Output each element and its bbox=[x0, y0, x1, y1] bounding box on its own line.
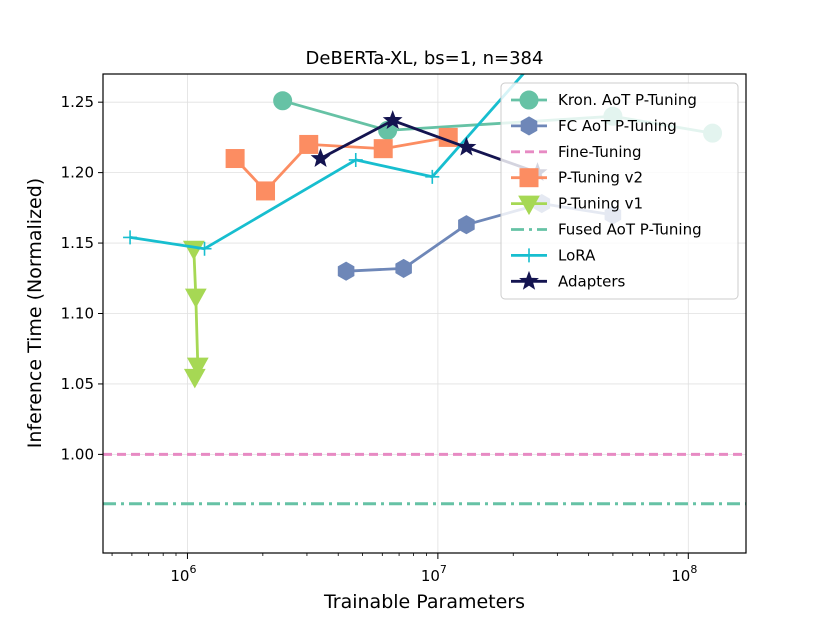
x-axis-label: Trainable Parameters bbox=[323, 591, 525, 613]
legend-entry-fused-aot-p-tuning: Fused AoT P-Tuning bbox=[511, 221, 702, 239]
p-tuning-v2-point bbox=[225, 149, 245, 169]
legend-entry-adapters: Adapters bbox=[511, 270, 626, 290]
adapters-point bbox=[382, 110, 403, 129]
x-tick-label: 107 bbox=[421, 563, 447, 585]
adapters-point bbox=[456, 136, 477, 156]
legend-entry-lora: LoRA bbox=[511, 246, 596, 264]
legend-label: FC AoT P-Tuning bbox=[558, 117, 677, 135]
legend-label: Fine-Tuning bbox=[558, 143, 642, 161]
y-tick-label: 1.10 bbox=[61, 305, 94, 323]
lora-point bbox=[123, 230, 138, 245]
p-tuning-v2-point bbox=[256, 181, 276, 201]
fc-aot-p-tuning-point bbox=[395, 258, 412, 278]
kron-aot-p-tuning-point bbox=[273, 91, 293, 111]
y-tick-label: 1.25 bbox=[61, 93, 94, 111]
legend-label: LoRA bbox=[558, 246, 596, 264]
x-tick-label: 108 bbox=[671, 563, 697, 585]
legend: Kron. AoT P-Tuning FC AoT P-Tuning Fine-Tu… bbox=[500, 82, 739, 300]
legend-marker bbox=[519, 90, 539, 110]
y-tick-label: 1.05 bbox=[61, 375, 94, 393]
y-tick-label: 1.20 bbox=[61, 164, 94, 182]
lora-point bbox=[425, 169, 440, 184]
legend-marker bbox=[520, 116, 538, 136]
lora-point bbox=[348, 152, 363, 167]
p-tuning-v1-point bbox=[186, 357, 209, 378]
legend-marker bbox=[518, 195, 540, 216]
y-tick-label: 1.00 bbox=[61, 445, 94, 463]
legend-entry-p-tuning-v1: P-Tuning v1 bbox=[511, 195, 643, 216]
legend-label: P-Tuning v1 bbox=[558, 195, 643, 213]
legend-entry-fine-tuning: Fine-Tuning bbox=[511, 143, 642, 161]
fc-aot-p-tuning-point bbox=[458, 215, 475, 235]
axis-ticks: 1.00 1.05 1.10 1.15 1.20 1.25 106 107 108 bbox=[61, 93, 698, 585]
legend-marker bbox=[519, 168, 539, 188]
legend-label: Kron. AoT P-Tuning bbox=[558, 91, 697, 109]
p-tuning-v1-point bbox=[183, 368, 206, 389]
legend-entry-p-tuning-v2: P-Tuning v2 bbox=[511, 168, 643, 188]
legend-entry-fc-aot-p-tuning: FC AoT P-Tuning bbox=[511, 116, 677, 136]
fc-aot-p-tuning-point bbox=[337, 261, 355, 281]
lora-point bbox=[197, 241, 212, 256]
y-tick-label: 1.15 bbox=[61, 234, 94, 252]
p-tuning-v1-point bbox=[182, 240, 205, 261]
legend-marker bbox=[522, 248, 536, 263]
legend-label: Fused AoT P-Tuning bbox=[558, 221, 702, 239]
legend-label: P-Tuning v2 bbox=[558, 169, 643, 187]
x-tick-label: 106 bbox=[170, 563, 196, 585]
p-tuning-v2-point bbox=[373, 139, 393, 159]
adapters-point bbox=[310, 148, 331, 167]
chart-title: DeBERTa-XL, bs=1, n=384 bbox=[306, 48, 544, 69]
p-tuning-v1-point bbox=[184, 288, 207, 309]
legend-marker bbox=[519, 270, 539, 290]
y-axis-label: Inference Time (Normalized) bbox=[24, 178, 46, 448]
legend-label: Adapters bbox=[558, 272, 626, 290]
legend-entry-kron-aot-p-tuning: Kron. AoT P-Tuning bbox=[511, 90, 697, 110]
legend-box bbox=[500, 82, 739, 300]
p-tuning-v2-point bbox=[299, 134, 319, 154]
